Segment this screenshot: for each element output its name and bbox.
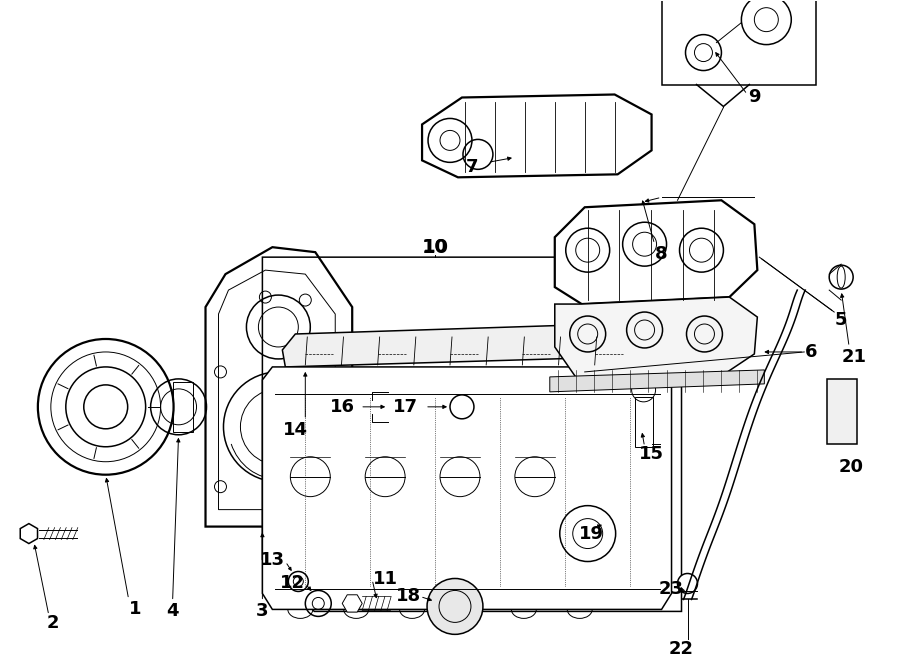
Polygon shape xyxy=(554,297,758,380)
Text: 10: 10 xyxy=(421,238,448,257)
Text: 1: 1 xyxy=(130,600,142,618)
Bar xyxy=(827,379,857,444)
Text: 18: 18 xyxy=(395,587,420,606)
Text: 16: 16 xyxy=(329,398,355,416)
Text: 2: 2 xyxy=(47,614,59,632)
Polygon shape xyxy=(342,594,362,612)
Polygon shape xyxy=(662,0,816,85)
Polygon shape xyxy=(550,370,764,392)
Polygon shape xyxy=(554,201,758,304)
Text: 22: 22 xyxy=(669,640,694,658)
Text: 4: 4 xyxy=(166,602,179,620)
Text: 14: 14 xyxy=(283,421,308,439)
Bar xyxy=(173,382,193,432)
Text: 20: 20 xyxy=(839,457,864,476)
Circle shape xyxy=(427,579,483,634)
Polygon shape xyxy=(20,524,38,544)
Text: 19: 19 xyxy=(580,524,604,543)
Text: 12: 12 xyxy=(280,575,305,592)
Circle shape xyxy=(678,573,698,593)
Text: 15: 15 xyxy=(639,445,664,463)
Text: 9: 9 xyxy=(748,89,760,107)
Text: 7: 7 xyxy=(465,158,478,176)
Polygon shape xyxy=(263,367,671,610)
Text: 8: 8 xyxy=(655,245,668,263)
Bar xyxy=(634,397,652,447)
Polygon shape xyxy=(283,324,622,367)
Polygon shape xyxy=(205,247,352,526)
Text: 13: 13 xyxy=(260,551,285,569)
Ellipse shape xyxy=(837,266,845,288)
Text: 23: 23 xyxy=(659,581,684,598)
Text: 3: 3 xyxy=(256,602,268,620)
Text: 17: 17 xyxy=(392,398,418,416)
Text: 6: 6 xyxy=(805,343,817,361)
Polygon shape xyxy=(422,95,652,177)
Text: 11: 11 xyxy=(373,571,398,589)
Text: 10: 10 xyxy=(422,238,447,256)
Text: 5: 5 xyxy=(835,311,848,329)
Circle shape xyxy=(829,265,853,289)
Text: 21: 21 xyxy=(842,348,867,366)
